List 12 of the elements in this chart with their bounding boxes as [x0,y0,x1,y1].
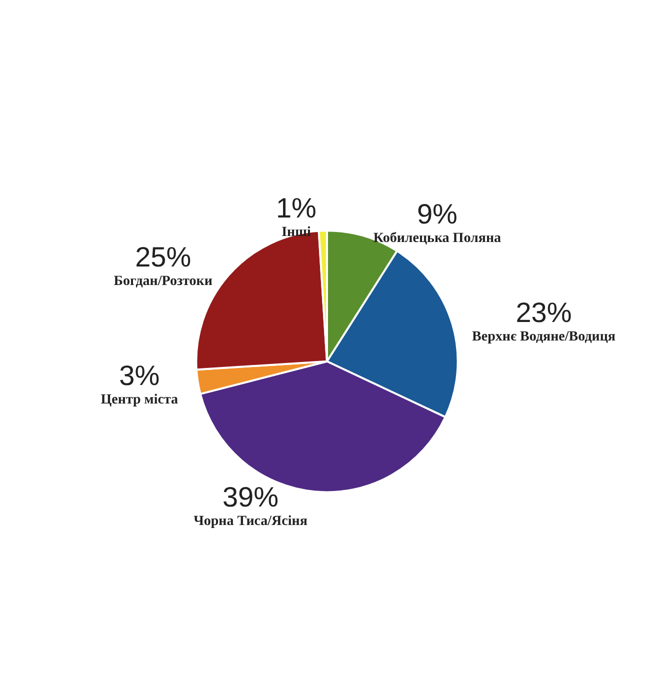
data-label: 1% [276,192,316,224]
slice-label: Інші [282,225,311,240]
slice-label: Богдан/Розтоки [114,274,212,290]
data-label: 25% [135,242,192,273]
data-label: 39% [222,482,278,513]
data-label: 23% [516,297,572,328]
slice-label: Кобилецька Поляна [373,230,502,246]
slice-label: Центр міста [100,392,178,408]
slice-label: Чорна Тиса/Ясіня [194,514,308,530]
data-label: 3% [119,360,160,392]
data-label: 9% [416,198,458,230]
slice-label: Верхнє Водяне/Водиця [472,330,616,344]
